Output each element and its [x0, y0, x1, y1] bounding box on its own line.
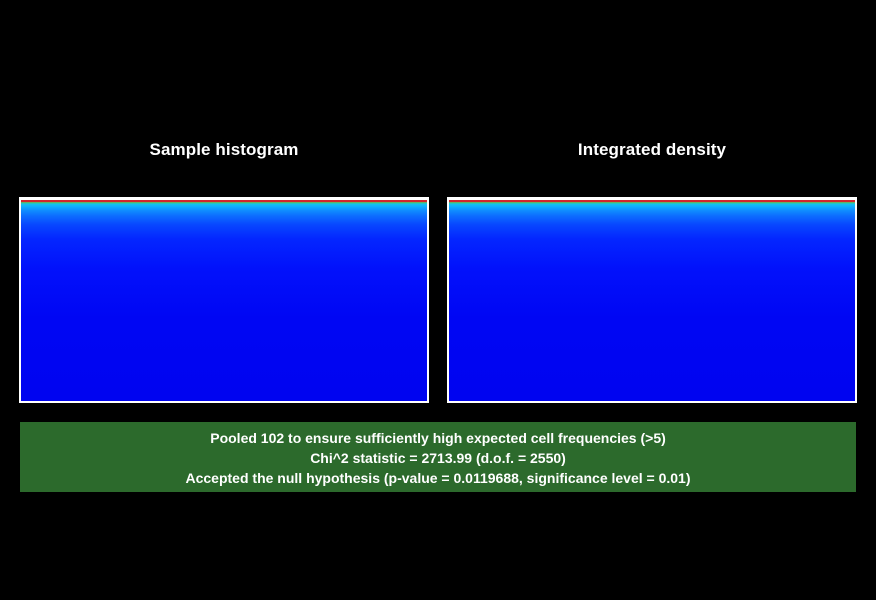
sample-histogram-plot: [19, 197, 429, 403]
pooling-message: Pooled 102 to ensure sufficiently high e…: [210, 430, 666, 446]
hypothesis-result: Accepted the null hypothesis (p-value = …: [185, 470, 691, 486]
integrated-density-title: Integrated density: [577, 140, 727, 159]
chi-square-results-panel: Pooled 102 to ensure sufficiently high e…: [20, 422, 856, 492]
chi-square-statistic: Chi^2 statistic = 2713.99 (d.o.f. = 2550…: [310, 450, 566, 466]
sample-histogram-title: Sample histogram: [149, 140, 299, 159]
integrated-density-plot: [447, 197, 857, 403]
